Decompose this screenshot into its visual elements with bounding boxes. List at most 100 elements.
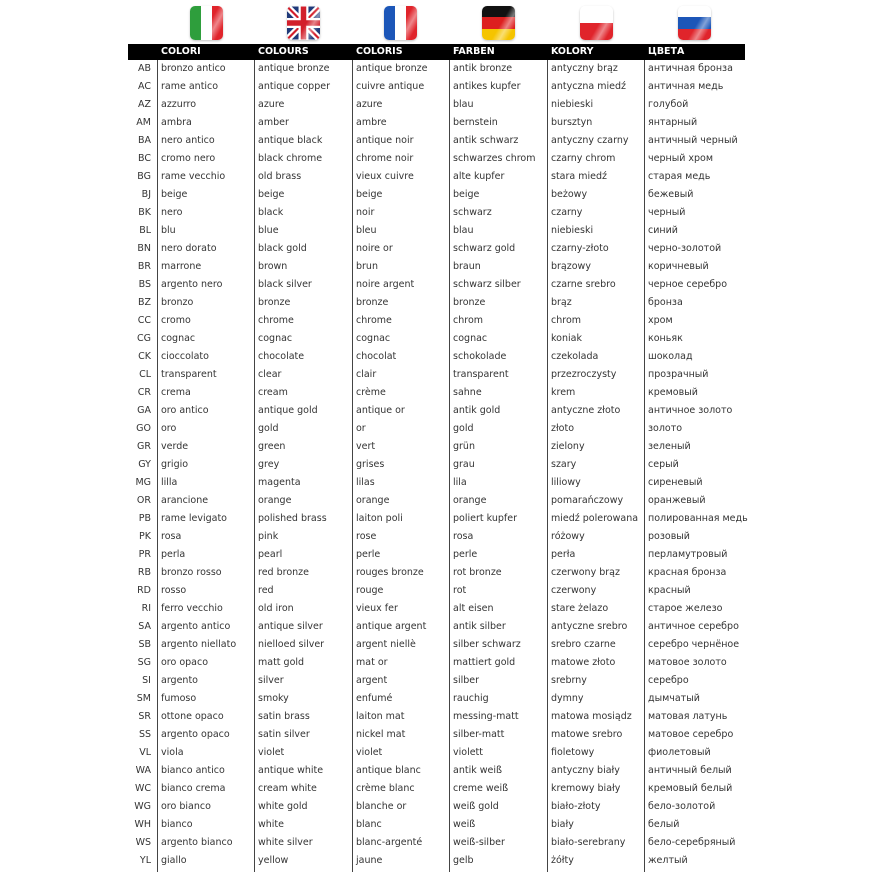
table-cell: bronze — [258, 297, 291, 308]
table-cell: сиреневый — [648, 477, 703, 488]
table-cell: liliowy — [551, 477, 581, 488]
table-cell: bursztyn — [551, 117, 593, 128]
table-cell: violett — [453, 747, 484, 758]
table-cell: smoky — [258, 693, 289, 704]
column-header: ЦВЕТА — [648, 46, 685, 57]
france-flag-icon — [384, 6, 417, 40]
table-row: BL blu blue bleu blau niebieski синий — [0, 222, 875, 240]
color-code: OR — [136, 495, 151, 506]
table-cell: argento — [161, 675, 198, 686]
table-cell: biało-złoty — [551, 801, 601, 812]
table-cell: lilas — [356, 477, 375, 488]
table-cell: brązowy — [551, 261, 591, 272]
table-cell: blanc — [356, 819, 382, 830]
table-cell: weiß — [453, 819, 476, 830]
table-cell: brown — [258, 261, 288, 272]
table-cell: argento nero — [161, 279, 223, 290]
table-cell: poliert kupfer — [453, 513, 517, 524]
table-cell: azure — [258, 99, 285, 110]
table-cell: antique argent — [356, 621, 427, 632]
color-code: PR — [138, 549, 151, 560]
table-cell: schwarzes chrom — [453, 153, 536, 164]
table-cell: oro opaco — [161, 657, 209, 668]
table-cell: schokolade — [453, 351, 507, 362]
table-cell: silver — [258, 675, 284, 686]
poland-flag-icon — [580, 6, 613, 40]
table-cell: cromo — [161, 315, 191, 326]
table-cell: matowe złoto — [551, 657, 616, 668]
table-cell: dymny — [551, 693, 584, 704]
table-cell: argento niellato — [161, 639, 237, 650]
table-cell: magenta — [258, 477, 301, 488]
table-row: PK rosa pink rose rosa różowy розовый — [0, 528, 875, 546]
table-cell: silber schwarz — [453, 639, 521, 650]
table-cell: arancione — [161, 495, 209, 506]
table-cell: perle — [356, 549, 381, 560]
table-cell: clair — [356, 369, 377, 380]
column-header: COLORI — [161, 46, 201, 57]
table-cell: mat or — [356, 657, 388, 668]
table-cell: koniak — [551, 333, 582, 344]
table-cell: серебро — [648, 675, 689, 686]
table-cell: rosa — [161, 531, 182, 542]
color-code: BJ — [141, 189, 151, 200]
table-cell: argent niellè — [356, 639, 416, 650]
table-row: WH bianco white blanc weiß biały белый — [0, 816, 875, 834]
table-cell: yellow — [258, 855, 289, 866]
table-cell: green — [258, 441, 286, 452]
color-code: SA — [138, 621, 151, 632]
table-cell: antique bronze — [258, 63, 330, 74]
column-header: COLORIS — [356, 46, 403, 57]
color-code: SG — [137, 657, 151, 668]
table-row: OR arancione orange orange orange pomarańczow… — [0, 492, 875, 510]
table-cell: chrome noir — [356, 153, 414, 164]
table-cell: biało-serebrany — [551, 837, 626, 848]
table-cell: noire argent — [356, 279, 415, 290]
table-cell: grigio — [161, 459, 189, 470]
table-cell: pearl — [258, 549, 283, 560]
table-cell: античная бронза — [648, 63, 733, 74]
table-cell: gold — [258, 423, 279, 434]
color-code: BS — [138, 279, 151, 290]
table-cell: black chrome — [258, 153, 323, 164]
table-cell: bernstein — [453, 117, 498, 128]
table-cell: violet — [258, 747, 285, 758]
table-cell: золото — [648, 423, 683, 434]
table-cell: прозрачный — [648, 369, 709, 380]
table-cell: черно-золотой — [648, 243, 722, 254]
table-cell: antique silver — [258, 621, 323, 632]
table-cell: rame levigato — [161, 513, 227, 524]
table-row: RB bronzo rosso red bronze rouges bronze rot… — [0, 564, 875, 582]
table-row: SG oro opaco matt gold mat or mattiert gold m… — [0, 654, 875, 672]
table-row: CC cromo chrome chrome chrom chrom хром — [0, 312, 875, 330]
table-cell: chrome — [258, 315, 294, 326]
table-cell: античный белый — [648, 765, 732, 776]
table-cell: blanc-argenté — [356, 837, 423, 848]
column-divider — [644, 60, 645, 872]
table-cell: messing-matt — [453, 711, 519, 722]
table-cell: ottone opaco — [161, 711, 224, 722]
color-code: GA — [137, 405, 151, 416]
table-row: GO oro gold or gold złoto золото — [0, 420, 875, 438]
table-cell: bianco — [161, 819, 193, 830]
table-cell: ferro vecchio — [161, 603, 223, 614]
color-code: VL — [139, 747, 151, 758]
table-cell: matt gold — [258, 657, 305, 668]
table-row: BA nero antico antique black antique noir an… — [0, 132, 875, 150]
table-cell: beige — [453, 189, 480, 200]
table-cell: beżowy — [551, 189, 588, 200]
table-cell: grau — [453, 459, 475, 470]
table-cell: gold — [453, 423, 474, 434]
table-cell: argento bianco — [161, 837, 233, 848]
table-row: YL giallo yellow jaune gelb żółty желтый — [0, 852, 875, 870]
table-cell: braun — [453, 261, 481, 272]
table-cell: lilla — [161, 477, 178, 488]
table-cell: старое железо — [648, 603, 723, 614]
table-cell: rot bronze — [453, 567, 502, 578]
color-code: BC — [138, 153, 151, 164]
table-cell: nero antico — [161, 135, 215, 146]
color-code: AZ — [137, 99, 151, 110]
table-cell: stare żelazo — [551, 603, 609, 614]
table-cell: perla — [161, 549, 186, 560]
table-row: BJ beige beige beige beige beżowy бежевый — [0, 186, 875, 204]
